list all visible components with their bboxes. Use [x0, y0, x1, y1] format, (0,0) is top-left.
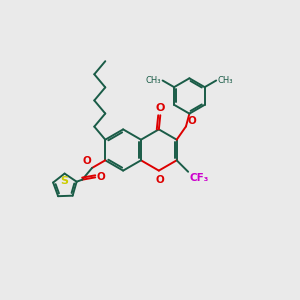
Text: O: O	[96, 172, 105, 182]
Text: CH₃: CH₃	[146, 76, 161, 85]
Text: CF₃: CF₃	[189, 173, 209, 183]
Text: O: O	[83, 157, 92, 166]
Text: CH₃: CH₃	[218, 76, 233, 85]
Text: O: O	[156, 103, 165, 113]
Text: S: S	[60, 176, 68, 186]
Text: O: O	[187, 116, 196, 125]
Text: O: O	[155, 175, 164, 185]
